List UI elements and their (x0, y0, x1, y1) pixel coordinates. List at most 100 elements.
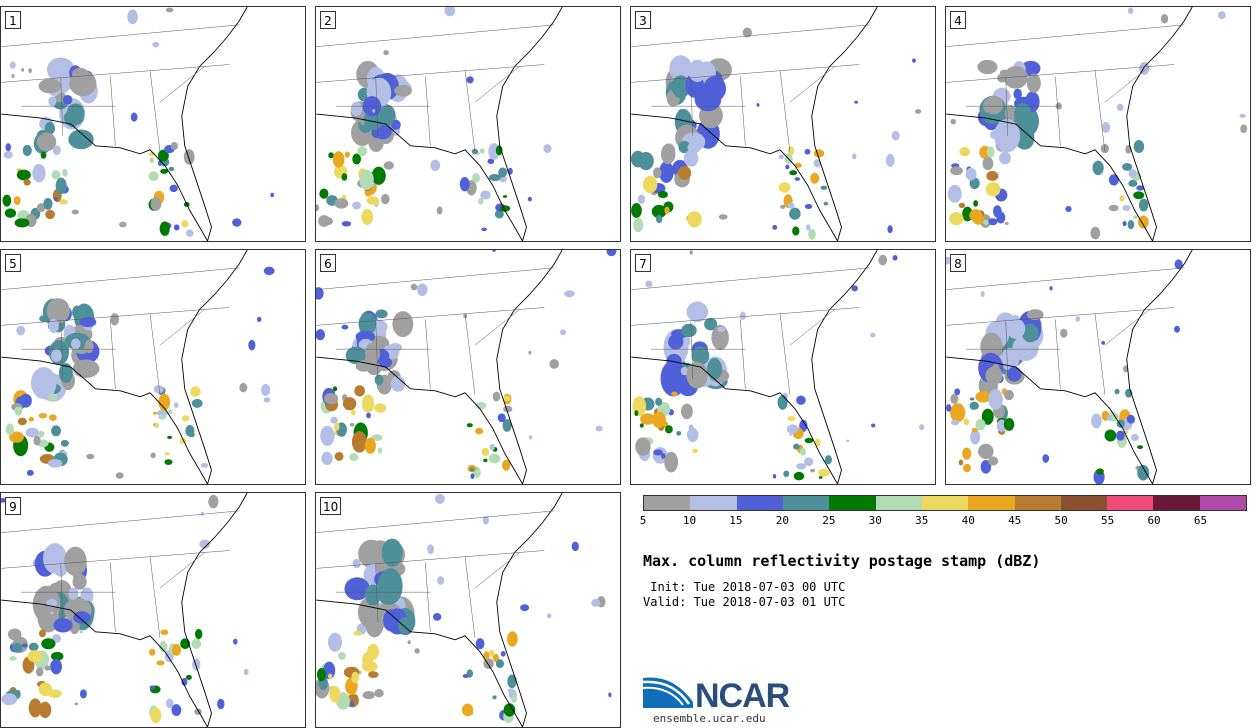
state-border (779, 313, 791, 395)
reflectivity-echo (16, 325, 26, 336)
reflectivity-echo (50, 651, 64, 661)
reflectivity-echo (33, 435, 41, 446)
coastline (316, 113, 523, 241)
colorbar-tick-labels: 5 10 15 20 25 30 35 40 45 50 55 60 65 (640, 514, 1247, 528)
reflectivity-echo (1217, 11, 1226, 20)
reflectivity-echo (969, 397, 975, 401)
colorbar-segment (1107, 496, 1154, 510)
reflectivity-echo (68, 129, 94, 150)
reflectivity-echo (7, 628, 22, 641)
reflectivity-echo (320, 425, 335, 446)
reflectivity-echo (489, 443, 495, 451)
reflectivity-echo (1004, 221, 1009, 225)
state-border (464, 556, 476, 638)
reflectivity-echo (777, 395, 788, 410)
reflectivity-echo (914, 109, 922, 114)
reflectivity-echo (1101, 121, 1111, 133)
reflectivity-echo (466, 423, 473, 428)
reflectivity-echo (475, 638, 485, 650)
reflectivity-echo (655, 397, 663, 406)
reflectivity-echo (344, 577, 370, 601)
reflectivity-echo (130, 112, 138, 122)
reflectivity-echo (190, 386, 201, 397)
reflectivity-echo (469, 467, 475, 472)
reflectivity-echo (495, 659, 504, 669)
reflectivity-echo (846, 439, 850, 443)
reflectivity-echo (983, 219, 990, 225)
reflectivity-echo (436, 206, 443, 215)
reflectivity-echo (488, 649, 495, 657)
reflectivity-echo (270, 192, 275, 198)
reflectivity-echo (232, 218, 242, 227)
reflectivity-echo (53, 618, 73, 633)
reflectivity-echo (46, 57, 75, 82)
reflectivity-echo (783, 470, 790, 478)
panel-number: 7 (635, 254, 651, 272)
reflectivity-echo (718, 214, 728, 220)
reflectivity-echo (1060, 328, 1068, 338)
ensemble-member-panel: 1 (0, 6, 306, 242)
reflectivity-echo (851, 285, 858, 292)
state-border (316, 24, 555, 47)
reflectivity-echo (520, 604, 530, 612)
state-border (1, 267, 240, 290)
reflectivity-echo (870, 332, 876, 338)
reflectivity-echo (985, 182, 1001, 197)
reflectivity-echo (1122, 205, 1131, 211)
reflectivity-echo (963, 418, 970, 426)
reflectivity-echo (692, 448, 698, 454)
reflectivity-echo (79, 317, 97, 328)
reflectivity-echo (48, 96, 57, 107)
reflectivity-echo (1126, 414, 1135, 424)
reflectivity-echo (808, 228, 816, 240)
reflectivity-echo (691, 346, 710, 366)
state-border (464, 70, 476, 152)
reflectivity-echo (383, 50, 389, 56)
reflectivity-echo (799, 447, 807, 456)
ensemble-member-panel: 6 (315, 249, 621, 485)
reflectivity-echo (780, 204, 786, 209)
reflectivity-echo (171, 704, 182, 716)
state-border (1094, 313, 1106, 395)
coastline (496, 493, 563, 727)
logo-wordmark: NCAR (695, 677, 790, 715)
state-border (60, 564, 64, 622)
reflectivity-echo (657, 190, 668, 199)
reflectivity-echo (994, 119, 1021, 153)
reflectivity-echo (653, 167, 662, 179)
reflectivity-echo (705, 88, 716, 96)
reflectivity-echo (985, 366, 1003, 385)
reflectivity-echo (502, 195, 508, 198)
reflectivity-echo (72, 305, 82, 320)
reflectivity-echo (969, 177, 980, 190)
state-border (740, 319, 746, 389)
figure-title: Max. column reflectivity postage stamp (… (643, 552, 1041, 570)
reflectivity-echo (980, 460, 992, 474)
reflectivity-echo (5, 423, 14, 436)
reflectivity-echo (200, 511, 204, 516)
reflectivity-echo (341, 173, 348, 181)
reflectivity-echo (55, 177, 67, 195)
reflectivity-echo (185, 674, 192, 680)
reflectivity-echo (459, 176, 470, 192)
reflectivity-echo (492, 391, 501, 402)
reflectivity-echo (26, 469, 34, 476)
reflectivity-echo (507, 688, 512, 693)
reflectivity-echo (892, 255, 898, 261)
reflectivity-echo (165, 7, 174, 13)
colorbar-tick-label: 30 (868, 514, 882, 527)
ensemble-member-panel: 9 (0, 492, 306, 728)
state-border (631, 307, 860, 326)
reflectivity-echo (503, 703, 516, 717)
reflectivity-echo (324, 392, 339, 405)
state-border (316, 307, 545, 326)
reflectivity-echo (72, 359, 100, 378)
reflectivity-echo (1138, 215, 1149, 229)
reflectivity-echo (919, 424, 925, 431)
coastline (631, 356, 838, 484)
reflectivity-echo (316, 329, 326, 341)
reflectivity-echo (986, 146, 995, 158)
reflectivity-echo (546, 613, 552, 619)
reflectivity-echo (35, 667, 44, 677)
reflectivity-echo (378, 356, 393, 368)
